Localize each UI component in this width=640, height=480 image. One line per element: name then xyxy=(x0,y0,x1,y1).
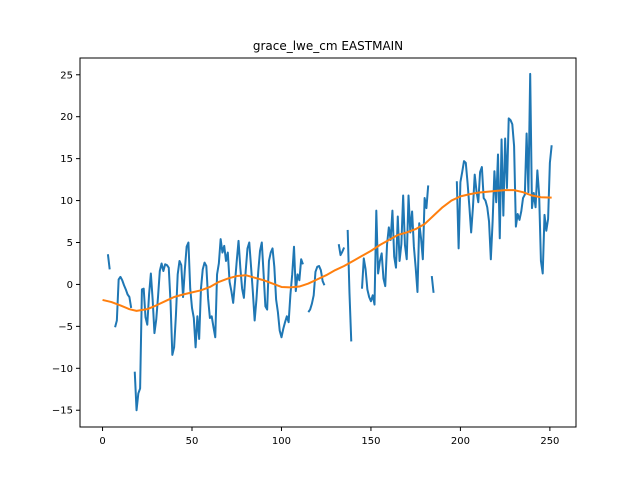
x-tick-label-0: 0 xyxy=(99,436,105,447)
chart-title: grace_lwe_cm EASTMAIN xyxy=(253,39,403,53)
y-tick-label-10: 10 xyxy=(60,196,73,207)
y-tick-label-0: 0 xyxy=(67,280,73,291)
y-tick-label-5: 5 xyxy=(67,238,73,249)
series-line-1 xyxy=(106,72,553,412)
x-tick-label-100: 100 xyxy=(272,436,291,447)
y-tick-label--10: −10 xyxy=(52,364,73,375)
y-tick-label--5: −5 xyxy=(58,322,73,333)
x-tick-label-50: 50 xyxy=(186,436,199,447)
y-tick-label-25: 25 xyxy=(60,70,73,81)
y-tick-label--15: −15 xyxy=(52,406,73,417)
y-tick-label-20: 20 xyxy=(60,112,73,123)
x-axis: 0 50 100 150 200 250 xyxy=(99,427,559,447)
y-axis: −15 −10 −5 0 5 10 15 20 25 xyxy=(52,70,80,417)
series-layer xyxy=(102,72,553,412)
y-tick-label-15: 15 xyxy=(60,154,73,165)
series-line-2 xyxy=(102,189,552,312)
x-tick-label-200: 200 xyxy=(451,436,470,447)
x-tick-label-250: 250 xyxy=(540,436,559,447)
x-tick-label-150: 150 xyxy=(361,436,380,447)
